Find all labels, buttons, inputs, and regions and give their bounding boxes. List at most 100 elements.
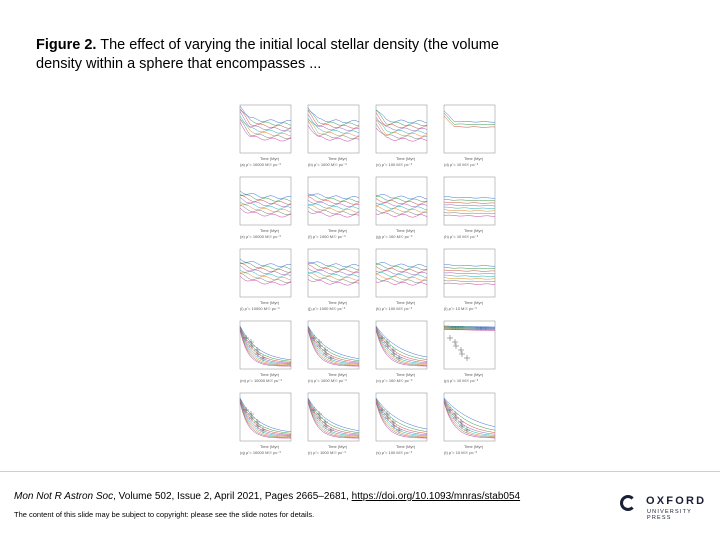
series-line xyxy=(443,328,496,331)
series-line xyxy=(443,327,496,330)
figure-panel xyxy=(438,248,496,302)
series-line xyxy=(239,400,291,438)
panel-xlabel: Time (Myr) xyxy=(464,300,484,305)
observation-errorbar xyxy=(255,423,261,429)
series-line xyxy=(375,109,428,124)
logo-word: OXFORD xyxy=(646,495,707,507)
observation-errorbar xyxy=(249,343,255,349)
observation-errorbar xyxy=(260,355,266,361)
panel-xlabel: Time (Myr) xyxy=(260,372,280,377)
panel-caption: (p) ρ̃ = 10 M☉ pc⁻³ xyxy=(444,378,479,383)
panel-frame xyxy=(239,248,292,298)
series-line xyxy=(307,110,360,129)
observation-errorbar xyxy=(390,419,396,425)
series-line xyxy=(375,277,428,283)
observation-errorbar xyxy=(391,423,397,429)
figure-panel xyxy=(438,320,496,374)
series-line xyxy=(375,266,428,273)
series-line xyxy=(375,399,428,434)
series-line xyxy=(443,277,496,280)
series-line xyxy=(443,209,496,212)
panel-frame xyxy=(375,104,428,154)
series-line xyxy=(240,272,292,281)
series-line xyxy=(239,265,292,276)
series-line xyxy=(307,195,360,203)
series-line xyxy=(375,119,428,134)
observation-errorbar xyxy=(458,419,464,425)
series-line xyxy=(239,205,292,215)
figure-label: Figure 2. xyxy=(36,37,97,53)
series-line xyxy=(239,258,292,268)
series-line xyxy=(443,212,496,215)
observation-errorbar xyxy=(328,427,334,433)
observation-errorbar xyxy=(385,415,391,421)
series-line xyxy=(375,399,428,435)
series-line xyxy=(307,205,360,213)
observation-errorbar xyxy=(379,335,385,341)
series-line xyxy=(307,125,360,142)
series-line xyxy=(375,330,428,367)
series-line xyxy=(443,269,496,272)
observation-errorbar xyxy=(384,339,390,345)
panel-caption: (j) ρ̃ = 1000 M☉ pc⁻³ xyxy=(308,306,346,311)
citation: Mon Not R Astron Soc, Volume 502, Issue … xyxy=(14,491,520,502)
series-line xyxy=(443,115,496,128)
series-line xyxy=(375,325,428,358)
observation-errorbar xyxy=(452,411,458,417)
observation-errorbar xyxy=(316,411,322,417)
observation-errorbar xyxy=(317,415,323,421)
oxford-ring-icon xyxy=(620,495,636,511)
series-line xyxy=(239,118,292,137)
panel-caption: (f) ρ̃ = 1000 M☉ pc⁻³ xyxy=(308,234,346,239)
series-line xyxy=(444,214,496,217)
panel-xlabel: Time (Myr) xyxy=(260,444,280,449)
series-line xyxy=(307,274,360,283)
doi-link[interactable]: https://doi.org/10.1093/mnras/stab054 xyxy=(351,491,521,502)
observation-errorbar xyxy=(311,407,317,413)
series-line xyxy=(444,282,496,285)
series-line xyxy=(239,325,292,361)
observation-errorbar xyxy=(322,347,328,353)
panel-frame xyxy=(443,176,496,226)
series-line xyxy=(307,271,360,278)
series-line xyxy=(443,112,496,126)
panel-xlabel: Time (Myr) xyxy=(260,300,280,305)
series-line xyxy=(239,263,292,273)
observation-errorbar xyxy=(458,347,464,353)
series-line xyxy=(307,107,360,124)
series-line xyxy=(239,327,292,364)
panel-xlabel: Time (Myr) xyxy=(464,372,484,377)
series-line xyxy=(375,280,428,286)
panel-caption: (h) ρ̃ = 10 M☉ pc⁻³ xyxy=(444,234,479,239)
citation-details: , Volume 502, Issue 2, April 2021, Pages… xyxy=(113,491,349,502)
panel-xlabel: Time (Myr) xyxy=(328,300,348,305)
series-line xyxy=(239,275,292,286)
series-line xyxy=(375,328,428,364)
series-line xyxy=(443,401,496,438)
panel-xlabel: Time (Myr) xyxy=(464,444,484,449)
panel-caption: (d) ρ̃ = 10 M☉ pc⁻³ xyxy=(444,162,479,167)
figure-panel xyxy=(438,176,496,230)
observation-errorbar xyxy=(464,355,470,361)
series-line xyxy=(444,326,495,328)
series-line xyxy=(307,273,360,281)
observation-errorbar xyxy=(459,351,465,357)
series-line xyxy=(444,326,495,329)
series-line xyxy=(375,204,428,210)
series-line xyxy=(307,329,359,366)
series-line xyxy=(307,399,360,436)
series-line xyxy=(239,190,292,200)
panel-xlabel: Time (Myr) xyxy=(396,372,416,377)
series-line xyxy=(375,117,428,132)
series-line xyxy=(375,326,428,360)
series-line xyxy=(307,327,360,363)
logo-sub: UNIVERSITY PRESS xyxy=(647,509,692,521)
figure-panel-grid: (a) ρ̃ = 10000 M☉ pc⁻³ Time (Myr) (b) ρ̃ =… xyxy=(226,104,496,466)
series-line xyxy=(443,110,495,123)
figure-panel xyxy=(370,248,428,302)
footer-divider xyxy=(0,471,720,472)
series-line xyxy=(239,108,292,126)
panel-frame xyxy=(239,176,292,226)
series-line xyxy=(307,118,360,134)
figure-panel xyxy=(370,320,428,374)
